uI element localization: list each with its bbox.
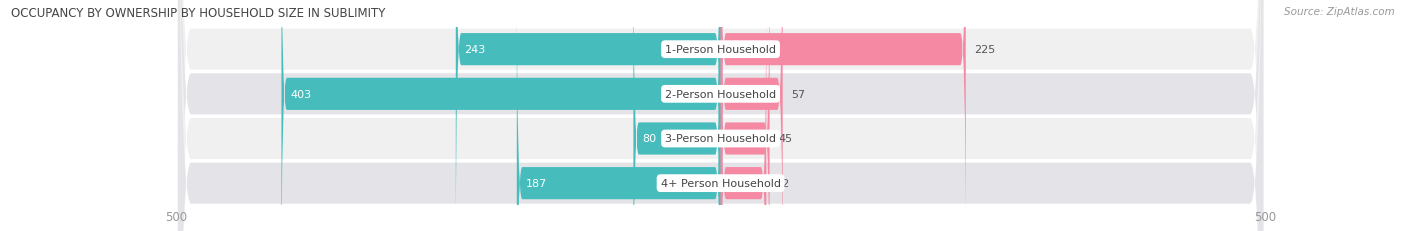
FancyBboxPatch shape bbox=[179, 0, 1263, 231]
FancyBboxPatch shape bbox=[517, 0, 721, 231]
FancyBboxPatch shape bbox=[179, 0, 1263, 231]
FancyBboxPatch shape bbox=[281, 0, 721, 231]
FancyBboxPatch shape bbox=[633, 0, 721, 231]
Text: 243: 243 bbox=[464, 45, 485, 55]
FancyBboxPatch shape bbox=[456, 0, 721, 231]
Text: 57: 57 bbox=[792, 89, 806, 99]
Text: 187: 187 bbox=[526, 178, 547, 188]
Text: 225: 225 bbox=[974, 45, 995, 55]
Text: 45: 45 bbox=[779, 134, 793, 144]
Text: 42: 42 bbox=[775, 178, 789, 188]
FancyBboxPatch shape bbox=[721, 0, 966, 231]
Text: 80: 80 bbox=[643, 134, 657, 144]
Text: Source: ZipAtlas.com: Source: ZipAtlas.com bbox=[1284, 7, 1395, 17]
Text: 4+ Person Household: 4+ Person Household bbox=[661, 178, 780, 188]
Text: 1-Person Household: 1-Person Household bbox=[665, 45, 776, 55]
Text: OCCUPANCY BY OWNERSHIP BY HOUSEHOLD SIZE IN SUBLIMITY: OCCUPANCY BY OWNERSHIP BY HOUSEHOLD SIZE… bbox=[11, 7, 385, 20]
Text: 3-Person Household: 3-Person Household bbox=[665, 134, 776, 144]
FancyBboxPatch shape bbox=[721, 0, 783, 231]
FancyBboxPatch shape bbox=[179, 0, 1263, 231]
FancyBboxPatch shape bbox=[721, 0, 766, 231]
FancyBboxPatch shape bbox=[179, 0, 1263, 231]
Text: 2-Person Household: 2-Person Household bbox=[665, 89, 776, 99]
Text: 403: 403 bbox=[290, 89, 311, 99]
FancyBboxPatch shape bbox=[721, 0, 769, 231]
